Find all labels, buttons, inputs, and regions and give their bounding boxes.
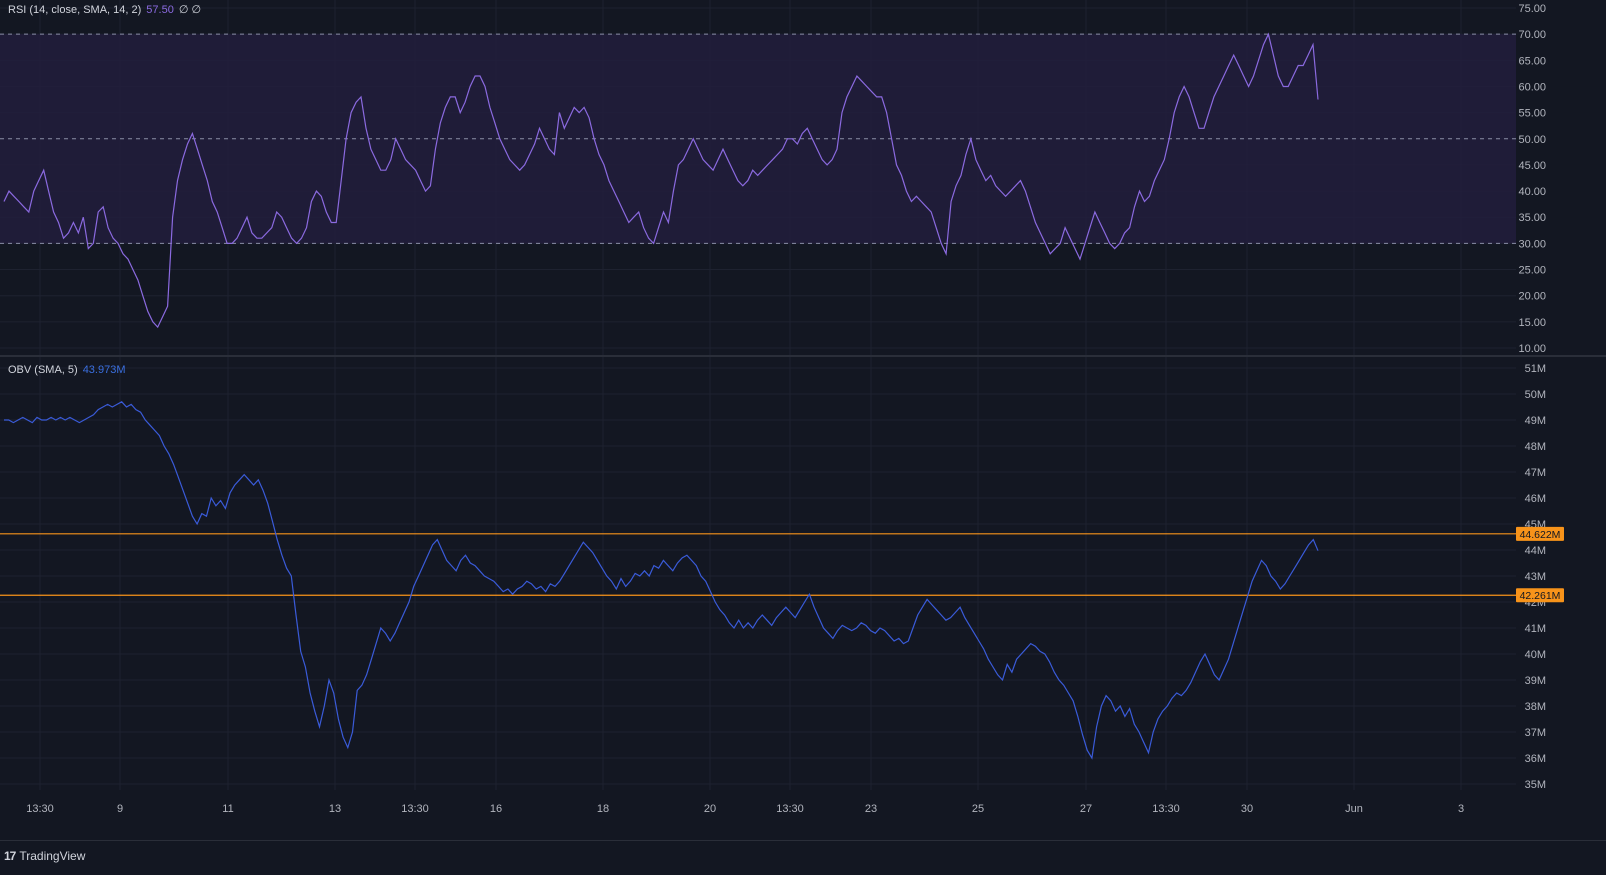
- rsi-legend-value: 57.50: [146, 4, 174, 16]
- rsi-y-tick-label-12: 15.00: [1518, 317, 1546, 329]
- brand[interactable]: 17 TradingView: [4, 849, 85, 863]
- x-tick-label-12: 13:30: [1152, 803, 1180, 815]
- x-tick-label-6: 18: [597, 803, 609, 815]
- rsi-y-tick-label-3: 60.00: [1518, 81, 1546, 93]
- obv-level-badge-0: [1516, 526, 1564, 541]
- rsi-y-tick-label-9: 30.00: [1518, 238, 1546, 250]
- rsi-y-tick-label-11: 20.00: [1518, 291, 1546, 303]
- obv-level-badge-1: [1516, 588, 1564, 603]
- obv-y-tick-label-3: 48M: [1525, 441, 1546, 453]
- x-tick-label-15: 3: [1458, 803, 1464, 815]
- obv-y-tick-label-5: 46M: [1525, 493, 1546, 505]
- rsi-y-tick-label-13: 10.00: [1518, 343, 1546, 355]
- rsi-y-tick-label-8: 35.00: [1518, 212, 1546, 224]
- x-tick-label-5: 16: [490, 803, 502, 815]
- rsi-y-tick-label-4: 55.00: [1518, 108, 1546, 120]
- obv-legend-title: OBV (SMA, 5): [8, 364, 78, 376]
- x-tick-label-0: 13:30: [26, 803, 54, 815]
- rsi-y-tick-label-1: 70.00: [1518, 29, 1546, 41]
- obv-legend-value: 43.973M: [82, 364, 126, 376]
- rsi-y-tick-label-5: 50.00: [1518, 134, 1546, 146]
- rsi-legend-extra: ∅ ∅: [178, 4, 202, 16]
- obv-level-badge-label-0: 44.622M: [1520, 529, 1561, 541]
- x-tick-label-7: 20: [704, 803, 716, 815]
- obv-series-line: [4, 401, 1319, 760]
- rsi-series-line: [3, 32, 1319, 329]
- obv-y-tick-label-2: 49M: [1525, 415, 1546, 427]
- x-tick-label-13: 30: [1241, 803, 1253, 815]
- rsi-y-tick-label-2: 65.00: [1518, 55, 1546, 67]
- obv-y-tick-label-0: 51M: [1525, 363, 1546, 375]
- rsi-y-tick-label-0: 75.00: [1518, 3, 1546, 15]
- obv-y-tick-label-11: 40M: [1525, 649, 1546, 661]
- footer-bar: 17 TradingView: [0, 840, 1606, 871]
- obv-y-tick-label-15: 36M: [1525, 753, 1546, 765]
- obv-legend: OBV (SMA, 5) 43.973M: [8, 364, 126, 376]
- obv-y-tick-label-10: 41M: [1525, 623, 1546, 635]
- rsi-y-tick-label-10: 25.00: [1518, 265, 1546, 277]
- brand-name: TradingView: [19, 849, 86, 863]
- obv-y-tick-label-16: 35M: [1525, 779, 1546, 791]
- x-tick-label-1: 9: [117, 803, 123, 815]
- rsi-y-tick-label-6: 45.00: [1518, 160, 1546, 172]
- x-tick-label-8: 13:30: [776, 803, 804, 815]
- x-tick-label-3: 13: [329, 803, 341, 815]
- obv-y-tick-label-1: 50M: [1525, 389, 1546, 401]
- rsi-band: [0, 34, 1516, 244]
- obv-y-tick-label-4: 47M: [1525, 467, 1546, 479]
- rsi-legend: RSI (14, close, SMA, 14, 2) 57.50 ∅ ∅: [8, 3, 201, 16]
- obv-y-tick-label-7: 44M: [1525, 545, 1546, 557]
- obv-y-tick-label-8: 43M: [1525, 571, 1546, 583]
- x-tick-label-11: 27: [1080, 803, 1092, 815]
- obv-level-badge-label-1: 42.261M: [1520, 590, 1561, 602]
- x-tick-label-2: 11: [222, 803, 233, 815]
- x-tick-label-14: Jun: [1345, 803, 1363, 815]
- obv-y-tick-label-13: 38M: [1525, 701, 1546, 713]
- x-tick-label-4: 13:30: [401, 803, 429, 815]
- rsi-legend-title: RSI (14, close, SMA, 14, 2): [8, 4, 142, 16]
- x-tick-label-9: 23: [865, 803, 877, 815]
- x-tick-label-10: 25: [972, 803, 984, 815]
- obv-y-tick-label-12: 39M: [1525, 675, 1546, 687]
- obv-y-tick-label-14: 37M: [1525, 727, 1546, 739]
- rsi-y-tick-label-7: 40.00: [1518, 186, 1546, 198]
- tradingview-logo-icon: 17: [4, 849, 16, 863]
